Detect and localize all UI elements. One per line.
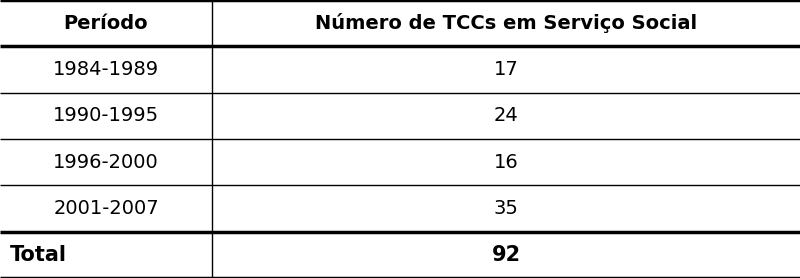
Text: 1984-1989: 1984-1989 [53, 60, 159, 79]
Text: 35: 35 [494, 199, 518, 218]
Text: 2001-2007: 2001-2007 [53, 199, 159, 218]
Text: 16: 16 [494, 153, 518, 172]
Text: Número de TCCs em Serviço Social: Número de TCCs em Serviço Social [315, 13, 697, 33]
Text: Total: Total [10, 245, 66, 265]
Text: 1996-2000: 1996-2000 [53, 153, 159, 172]
Text: Período: Período [64, 14, 148, 33]
Text: 1990-1995: 1990-1995 [53, 106, 159, 125]
Text: 17: 17 [494, 60, 518, 79]
Text: 24: 24 [494, 106, 518, 125]
Text: 92: 92 [491, 245, 521, 265]
